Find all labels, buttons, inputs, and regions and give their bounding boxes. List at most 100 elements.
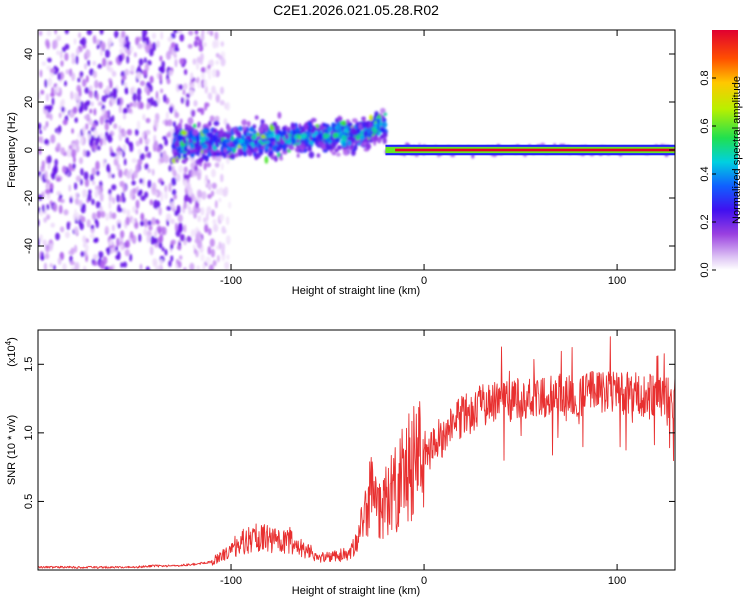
heatmap-cell	[39, 69, 43, 78]
heatmap-cell	[206, 212, 209, 222]
heatmap-ylabel: Frequency (Hz)	[6, 112, 18, 188]
heatmap-cell	[87, 59, 91, 67]
heatmap-cell	[190, 168, 194, 178]
heatmap-cell	[382, 131, 388, 138]
heatmap-cell	[147, 168, 151, 174]
heatmap-cell	[160, 193, 164, 202]
heatmap-cell	[118, 125, 122, 133]
heatmap-cell	[200, 72, 205, 80]
heatmap-cell	[91, 180, 96, 186]
heatmap-cell	[146, 234, 151, 243]
heatmap-cell	[170, 32, 176, 39]
heatmap-cell	[151, 217, 156, 226]
heatmap-cell	[104, 266, 110, 270]
heatmap-cell	[177, 30, 183, 34]
heatmap-cell	[209, 238, 215, 247]
heatmap-cell	[179, 33, 185, 42]
heatmap-cell	[86, 219, 91, 228]
heatmap-cell	[152, 42, 157, 51]
heatmap-cell	[260, 119, 265, 124]
heatmap-cell	[74, 226, 79, 235]
heatmap-cell	[139, 137, 143, 145]
heatmap-cell	[183, 267, 187, 270]
heatmap-cell	[54, 158, 58, 166]
heatmap-cell	[122, 261, 128, 268]
heatmap-cell	[76, 212, 80, 222]
heatmap-cell	[170, 244, 174, 250]
heatmap-cell	[138, 58, 144, 66]
heatmap-cell	[59, 226, 65, 233]
heatmap-cell	[209, 30, 214, 37]
heatmap-cell	[41, 61, 47, 66]
heatmap-cell	[179, 149, 184, 154]
heatmap-cell	[129, 102, 134, 108]
heatmap-cell	[206, 136, 210, 141]
heatmap-cell	[210, 190, 215, 197]
heatmap-cell	[108, 188, 112, 196]
heatmap-cell	[177, 214, 183, 223]
heatmap-cell	[149, 48, 154, 57]
heatmap-cell	[95, 220, 100, 229]
heatmap-cell	[104, 119, 110, 124]
heatmap-cell	[303, 123, 309, 131]
heatmap-cell	[142, 131, 145, 139]
heatmap-cell	[139, 178, 144, 184]
heatmap-cell	[82, 189, 87, 198]
heatmap-cell	[75, 192, 79, 199]
heatmap-cell	[117, 150, 123, 156]
heatmap-cell	[211, 85, 216, 94]
heatmap-cell	[203, 217, 207, 223]
heatmap-cell	[152, 100, 159, 107]
heatmap-cell	[131, 218, 136, 225]
heatmap-cell	[38, 30, 43, 36]
heatmap-cell	[180, 97, 185, 104]
heatmap-cell	[382, 137, 387, 145]
heatmap-cell	[79, 222, 84, 231]
heatmap-cell	[145, 153, 149, 158]
heatmap-cell	[107, 37, 113, 46]
heatmap-cell	[58, 194, 63, 199]
heatmap-cell	[322, 123, 328, 127]
heatmap-cell	[147, 179, 152, 189]
heatmap-cell	[307, 121, 312, 126]
heatmap-cell	[120, 230, 125, 239]
heatmap-cell	[198, 39, 203, 48]
heatmap-cell	[208, 264, 214, 270]
heatmap-cell	[116, 97, 121, 106]
heatmap-cell	[275, 134, 280, 142]
heatmap-cell	[108, 193, 113, 202]
heatmap-cell	[93, 237, 99, 243]
heatmap-cell	[148, 224, 153, 231]
heatmap-cell	[144, 63, 150, 72]
heatmap-cell	[50, 172, 54, 178]
heatmap-cell	[83, 101, 88, 111]
heatmap-cell	[118, 169, 123, 178]
heatmap-cell	[157, 228, 162, 235]
heatmap-cell	[135, 199, 140, 209]
heatmap-cell	[206, 132, 213, 138]
heatmap-cell	[228, 201, 232, 209]
heatmap-cell	[200, 67, 206, 73]
heatmap-cell	[105, 49, 110, 59]
heatmap-cell	[219, 213, 224, 222]
heatmap-cell	[56, 142, 61, 151]
heatmap-cell	[165, 50, 172, 60]
heatmap-cell	[95, 137, 99, 147]
heatmap-cell	[214, 162, 220, 168]
heatmap-cell	[187, 117, 194, 125]
heatmap-cell	[123, 130, 127, 138]
heatmap-cell	[166, 213, 172, 222]
x-tick-label: -100	[220, 275, 242, 287]
heatmap-cell	[117, 145, 121, 151]
heatmap-cell	[118, 132, 123, 142]
heatmap-cell	[70, 148, 77, 158]
heatmap-cell	[238, 131, 242, 139]
heatmap-cell	[248, 138, 253, 144]
heatmap-cell	[56, 177, 61, 182]
heatmap-cell	[215, 245, 219, 251]
colorbar-tick-label: 0.0	[699, 262, 711, 277]
heatmap-cell	[136, 72, 142, 80]
heatmap-cell	[133, 170, 138, 179]
heatmap-cell	[168, 260, 172, 267]
heatmap-cell	[47, 77, 53, 87]
